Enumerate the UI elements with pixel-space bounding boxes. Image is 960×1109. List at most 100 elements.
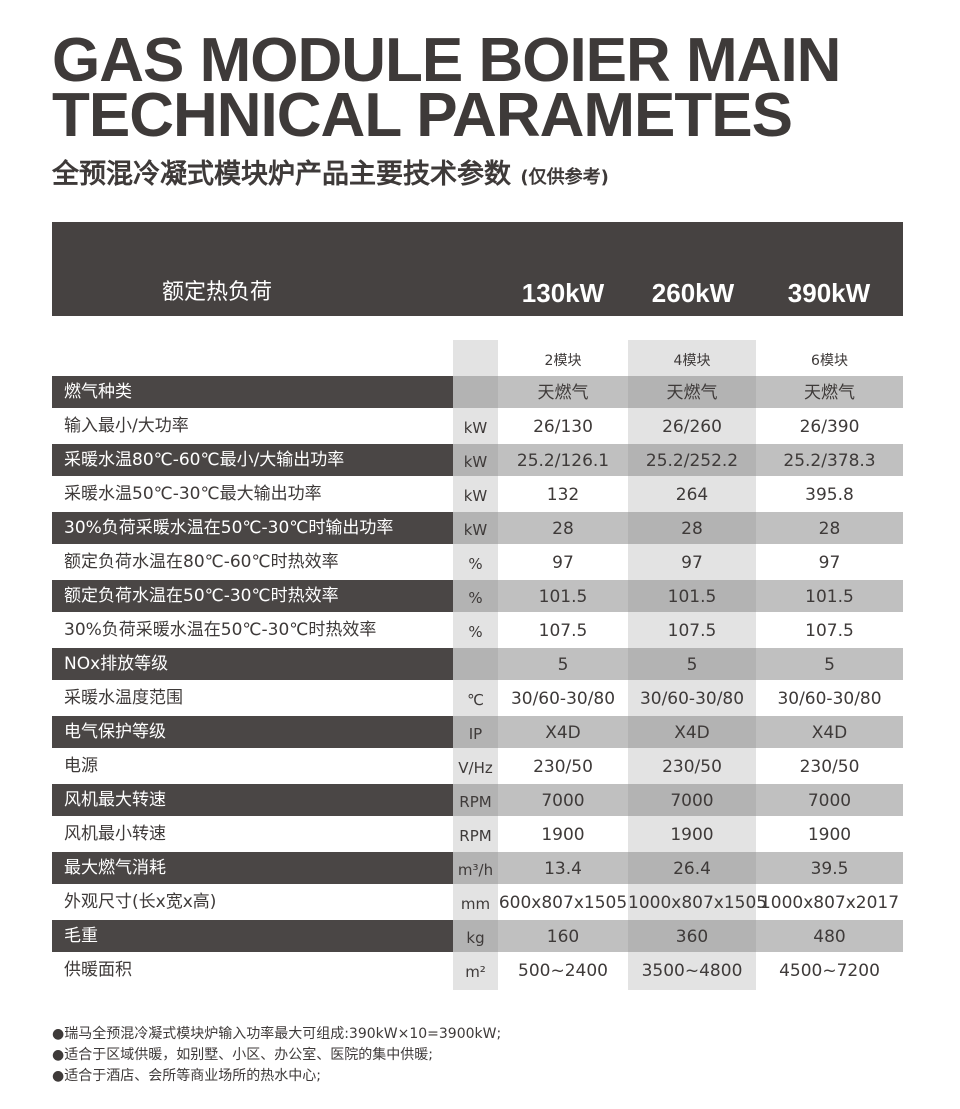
row-unit: kW [463,453,488,471]
row-value: 1000x807x2017 [759,893,900,913]
row-unit: kg [466,929,485,947]
row-value: 230/50 [662,757,722,777]
row-label: 风机最大转速 [52,784,453,816]
row-shade [453,784,903,816]
table-row: 采暖水温度范围 ℃ 30/60-30/80 30/60-30/80 30/60-30/8… [52,682,903,716]
row-value: X4D [811,723,848,743]
table-row: 采暖水温50℃-30℃最大输出功率 kW 132 264 395.8 [52,478,903,512]
table-row: 风机最小转速 RPM 1900 1900 1900 [52,818,903,852]
row-unit: V/Hz [458,759,493,777]
row-unit: kW [463,419,488,437]
table-row: 电源 V/Hz 230/50 230/50 230/50 [52,750,903,784]
row-label: 输入最小/大功率 [64,416,189,436]
row-value: 26/390 [799,417,860,437]
module-2: 4模块 [673,353,711,369]
row-value: 107.5 [538,621,588,641]
row-label: 30%负荷采暖水温在50℃-30℃时输出功率 [52,512,453,544]
row-label: 30%负荷采暖水温在50℃-30℃时热效率 [64,620,377,640]
row-shade [453,580,903,612]
table-row: 最大燃气消耗 m³/h 13.4 26.4 39.5 [52,852,903,886]
notes: ●瑞马全预混冷凝式模块炉输入功率最大可组成:390kW×10=3900kW; ●… [52,1024,501,1087]
table-row: 额定负荷水温在50℃-30℃时热效率% 101.5 101.5 101.5 [52,580,903,614]
row-value: 28 [552,519,574,539]
row-unit: % [468,555,483,573]
row-value: 5 [686,655,698,675]
row-value: 395.8 [805,485,854,505]
row-value: 132 [546,485,580,505]
title-line-2: TECHNICAL PARAMETES [52,81,793,150]
note: ●适合于区域供暖，如别墅、小区、办公室、医院的集中供暖; [52,1047,433,1063]
subtitle-text: 全预混冷凝式模块炉产品主要技术参数 [52,159,511,190]
row-label: 电源 [64,756,98,776]
row-value: 25.2/378.3 [783,451,876,471]
table-row: 30%负荷采暖水温在50℃-30℃时输出功率 kW 28 28 28 [52,512,903,546]
note: ●适合于酒店、会所等商业场所的热水中心; [52,1068,321,1084]
capacity-3: 390kW [787,278,871,308]
title-line-1: GAS MODULE BOIER MAIN [52,26,841,95]
row-unit: m² [465,963,486,981]
row-shade [453,852,903,884]
row-label: 采暖水温度范围 [64,688,183,708]
subtitle-note: (仅供参考) [520,167,609,188]
table-row: 采暖水温80℃-60℃最小/大输出功率 kW 25.2/126.1 25.2/252.… [52,444,903,478]
row-label: 供暖面积 [64,960,132,980]
row-value: 600x807x1505 [498,893,628,913]
row-value: 97 [818,553,841,573]
row-value: 28 [681,519,703,539]
table-row: 外观尺寸(长x宽x高) mm 600x807x1505 1000x807x1505 10… [52,886,903,920]
table-row: 输入最小/大功率 kW 26/130 26/260 26/390 [52,410,903,444]
row-label: 额定负荷水温在80℃-60℃时热效率 [64,552,339,572]
row-value: 107.5 [805,621,854,641]
note: ●瑞马全预混冷凝式模块炉输入功率最大可组成:390kW×10=3900kW; [52,1026,502,1042]
row-value: 天燃气 [537,383,589,403]
table-row: 额定负荷水温在80℃-60℃时热效率% 97 97 97 [52,546,903,580]
row-value: 107.5 [667,621,717,641]
row-value: 101.5 [805,587,854,607]
row-value: 97 [552,553,574,573]
row-value: 101.5 [667,587,717,607]
row-value: 28 [818,519,841,539]
row-value: 264 [675,485,709,505]
row-value: 480 [813,927,846,947]
row-label: 采暖水温50℃-30℃最大输出功率 [64,484,322,504]
row-value: 7000 [541,791,585,811]
row-value: 230/50 [799,757,860,777]
row-value: 1000x807x1505 [628,893,768,913]
row-value: 101.5 [538,587,588,607]
row-label: 风机最小转速 [64,824,166,844]
row-unit: kW [463,521,488,539]
module-3: 6模块 [811,353,848,369]
row-value: 30/60-30/80 [777,689,882,709]
row-value: 30/60-30/80 [510,689,616,709]
row-label: 外观尺寸(长x宽x高) [64,892,217,912]
capacity-2: 260kW [651,278,735,308]
table-row: 30%负荷采暖水温在50℃-30℃时热效率% 107.5 107.5 107.5 [52,614,903,648]
row-shade [453,920,903,952]
row-value: 5 [824,655,835,675]
row-unit [453,648,498,680]
row-value: 25.2/126.1 [516,451,610,471]
row-value: 4500~7200 [779,961,880,981]
row-label: 电气保护等级 [52,716,453,748]
row-unit: % [468,589,483,607]
row-value: 26.4 [673,859,711,879]
table-row: 燃气种类 天燃气 天燃气 天燃气 [52,376,903,410]
row-label: 最大燃气消耗 [52,852,453,884]
row-value: X4D [545,723,581,743]
row-label: NOx排放等级 [52,648,453,680]
row-shade [453,716,903,748]
row-value: 3500~4800 [641,961,743,981]
row-value: 天燃气 [804,383,855,403]
row-value: 26/130 [533,417,593,437]
row-value: 1900 [807,825,852,845]
row-value: 7000 [807,791,852,811]
row-shade [453,376,903,408]
header-band: 额定热负荷 130kW 260kW 390kW [52,222,903,316]
row-value: 7000 [670,791,714,811]
rated-load-label: 额定热负荷 [162,280,273,305]
row-unit: % [468,623,483,641]
table-row: NOx排放等级 5 5 5 [52,648,903,682]
row-label: 额定负荷水温在50℃-30℃时热效率 [52,580,453,612]
row-value: X4D [674,723,710,743]
row-label: 毛重 [52,920,453,952]
